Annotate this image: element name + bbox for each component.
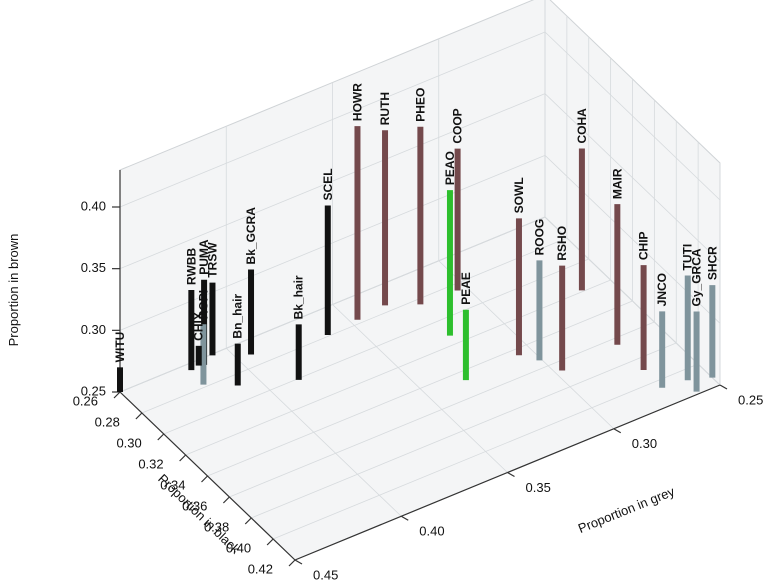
tick-mark [400, 515, 409, 521]
point-label: Bk_GCRA [244, 207, 258, 265]
point-label: ROOG [532, 219, 546, 256]
y-axis-title: Proportion in grey [576, 483, 677, 536]
point-label: TRSW [205, 242, 219, 278]
point-label: CHIX [192, 312, 206, 341]
point-label: CHIP [637, 231, 651, 260]
tick-mark [244, 517, 252, 525]
point-label: JNCO [655, 273, 669, 306]
grid-line [544, 31, 721, 201]
tick-mark [222, 496, 230, 504]
x-tick-label: 0.34 [160, 477, 185, 492]
x-tick-label: 0.30 [116, 435, 141, 450]
grid-line [544, 155, 721, 324]
z-tick-label: 0.25 [81, 383, 106, 398]
point-label: PEAO [443, 151, 457, 185]
point-label: Bn_hair [231, 294, 245, 339]
z-axis-title: Proportion in brown [6, 234, 21, 347]
z-tick-label: 0.40 [81, 198, 106, 213]
tick-mark [294, 559, 303, 565]
x-tick-label: 0.26 [73, 393, 98, 408]
point-label: COHA [575, 108, 589, 144]
point-label: Gy_GRCA [690, 248, 704, 306]
z-tick-label: 0.30 [81, 322, 106, 337]
grid-line [544, 216, 721, 386]
x-tick-label: 0.28 [95, 414, 120, 429]
x-tick-label: 0.32 [138, 456, 163, 471]
x-tick-label: 0.40 [226, 540, 251, 555]
tick-mark [507, 471, 515, 478]
tick-mark [157, 433, 165, 441]
tick-mark [266, 538, 274, 546]
z-tick-label: 0.35 [81, 260, 106, 275]
point-label: RSHO [555, 226, 569, 261]
point-label: WITU [113, 332, 127, 363]
x-tick-label: 0.38 [204, 519, 229, 534]
point-label: RUTH [378, 92, 392, 125]
tick-mark [113, 391, 121, 399]
grid-line [438, 260, 615, 430]
grid-line [544, 93, 721, 262]
y-tick-label: 0.45 [313, 567, 338, 582]
x-tick-label: 0.42 [248, 561, 273, 576]
tick-mark [179, 454, 187, 462]
y-tick-label: 0.25 [738, 392, 763, 407]
y-tick-label: 0.35 [526, 480, 551, 495]
point-label: TUTI [681, 244, 695, 271]
point-label: SHCR [705, 246, 719, 280]
point-label: PUMA [197, 239, 211, 275]
point-label: PHEO [413, 88, 427, 122]
point-label: SCEL [321, 168, 335, 200]
point-label: SOWL [512, 177, 526, 213]
point-label: PEAE [459, 272, 473, 305]
y-axis-line [294, 384, 721, 561]
tick-mark [201, 475, 208, 483]
point-label: MAIR [610, 168, 624, 199]
tick-mark [613, 428, 622, 434]
grid-line [225, 347, 402, 517]
grid-line [332, 304, 508, 473]
y-tick-label: 0.30 [632, 436, 657, 451]
point-label: ROPI [196, 290, 210, 319]
tick-mark [135, 412, 143, 420]
point-label: Bk_hair [292, 275, 306, 319]
x-axis-line [119, 391, 296, 561]
point-label: HOWR [350, 83, 364, 121]
tick-mark [719, 384, 728, 390]
tick-mark [288, 559, 296, 567]
grid-line [119, 31, 546, 208]
point-label: RWBB [184, 248, 198, 285]
point-label: COOP [451, 108, 465, 143]
x-tick-label: 0.36 [182, 498, 207, 513]
y-tick-label: 0.40 [419, 524, 444, 539]
grid-line [119, 93, 546, 270]
